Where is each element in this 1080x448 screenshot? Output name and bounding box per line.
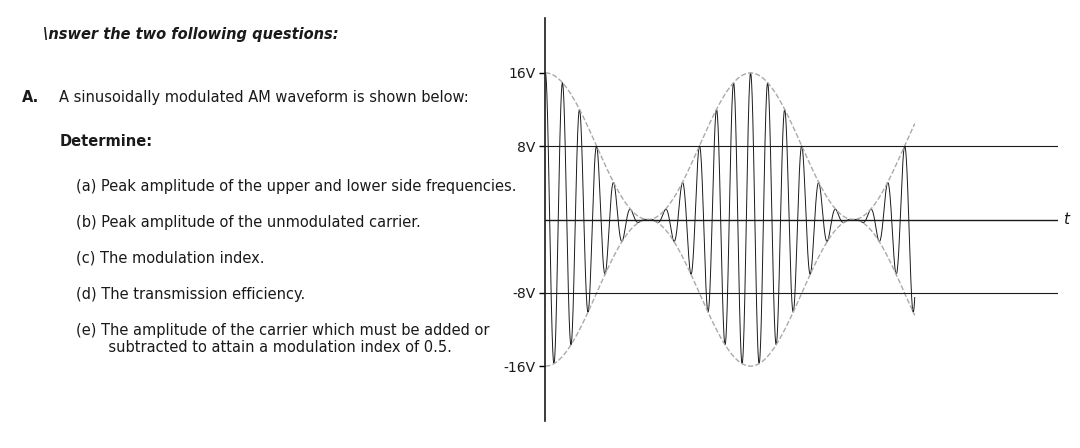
Text: (e) The amplitude of the carrier which must be added or
       subtracted to att: (e) The amplitude of the carrier which m… [76, 323, 489, 355]
Text: A.: A. [22, 90, 39, 104]
Text: (c) The modulation index.: (c) The modulation index. [76, 251, 265, 266]
Text: A sinusoidally modulated AM waveform is shown below:: A sinusoidally modulated AM waveform is … [59, 90, 469, 104]
Text: \nswer the two following questions:: \nswer the two following questions: [43, 27, 339, 42]
Text: (a) Peak amplitude of the upper and lower side frequencies.: (a) Peak amplitude of the upper and lowe… [76, 179, 516, 194]
Text: t: t [1064, 212, 1069, 227]
Text: Determine:: Determine: [59, 134, 152, 149]
Text: (b) Peak amplitude of the unmodulated carrier.: (b) Peak amplitude of the unmodulated ca… [76, 215, 420, 230]
Text: (d) The transmission efficiency.: (d) The transmission efficiency. [76, 287, 305, 302]
